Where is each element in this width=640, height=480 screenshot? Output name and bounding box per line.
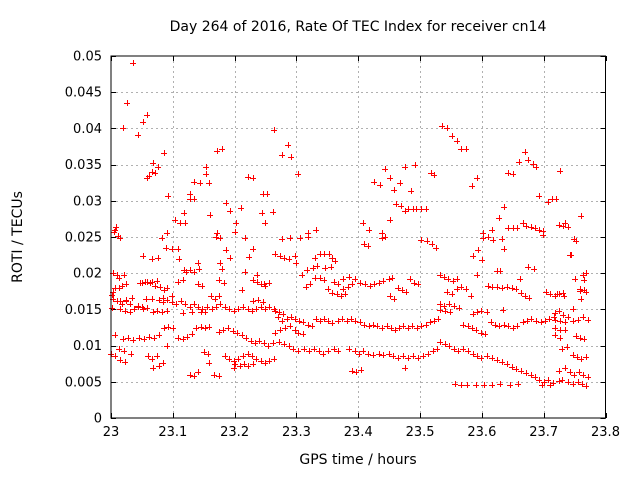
x-tick-label: 23.3	[282, 425, 311, 440]
y-tick-label: 0	[94, 412, 102, 427]
scatter-markers	[108, 60, 591, 389]
x-tick-label: 23.6	[467, 425, 496, 440]
data-points	[108, 60, 591, 389]
y-tick-label: 0.015	[65, 303, 102, 318]
y-tick-label: 0.03	[73, 194, 102, 209]
x-axis-label: GPS time / hours	[299, 452, 416, 468]
x-tick-label: 23.5	[406, 425, 435, 440]
y-axis-label: ROTI / TECUs	[10, 191, 26, 283]
y-tick-label: 0.045	[65, 86, 102, 101]
x-tick-label: 23.4	[344, 425, 373, 440]
x-tick-label: 23	[103, 425, 120, 440]
y-tick-label: 0.035	[65, 158, 102, 173]
x-tick-label: 23.7	[529, 425, 558, 440]
y-tick-label: 0.05	[73, 50, 102, 65]
y-tick-label: 0.02	[73, 267, 102, 282]
x-tick-label: 23.1	[158, 425, 187, 440]
y-tick-label: 0.025	[65, 231, 102, 246]
gridlines	[111, 56, 606, 418]
y-tick-label: 0.01	[73, 339, 102, 354]
plot-border	[110, 55, 606, 419]
y-tick-label: 0.04	[73, 122, 102, 137]
chart-title: Day 264 of 2016, Rate Of TEC Index for r…	[170, 19, 547, 35]
x-tick-label: 23.2	[220, 425, 249, 440]
tick-labels: 23 23.1 23.2 23.3 23.4 23.5 23.6 23.7 23.8 0 0.005…	[65, 50, 620, 441]
y-tick-label: 0.005	[65, 375, 102, 390]
x-tick-label: 23.8	[591, 425, 620, 440]
